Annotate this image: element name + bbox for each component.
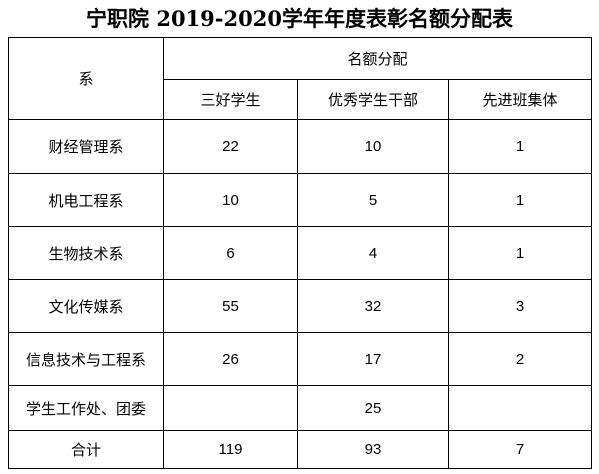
advanced-class-cell: 3 bbox=[447, 279, 593, 333]
total-merit-student-cell: 119 bbox=[163, 430, 298, 469]
total-advanced-class-cell: 7 bbox=[447, 430, 593, 469]
merit-student-cell: 55 bbox=[163, 279, 298, 333]
outstanding-cadre-cell: 4 bbox=[297, 226, 449, 280]
table-row: 学生工作处、团委 25 bbox=[8, 385, 593, 431]
merit-student-cell: 22 bbox=[163, 119, 298, 174]
table-row: 机电工程系 10 5 1 bbox=[8, 173, 593, 227]
outstanding-cadre-cell: 25 bbox=[297, 385, 449, 431]
header-row-group: 系 名额分配 bbox=[8, 37, 593, 120]
merit-student-cell: 6 bbox=[163, 226, 298, 280]
advanced-class-cell: 1 bbox=[447, 119, 593, 174]
table-row: 信息技术与工程系 26 17 2 bbox=[8, 332, 593, 386]
advanced-class-cell: 1 bbox=[447, 173, 593, 227]
dept-header: 系 bbox=[8, 37, 164, 120]
merit-student-cell: 26 bbox=[163, 332, 298, 386]
dept-cell: 信息技术与工程系 bbox=[8, 332, 164, 386]
total-row: 合计 119 93 7 bbox=[8, 430, 593, 469]
dept-cell: 机电工程系 bbox=[8, 173, 164, 227]
table-row: 财经管理系 22 10 1 bbox=[8, 119, 593, 174]
outstanding-cadre-cell: 10 bbox=[297, 119, 449, 174]
outstanding-cadre-cell: 17 bbox=[297, 332, 449, 386]
advanced-class-cell: 2 bbox=[447, 332, 593, 386]
page-title: 宁职院 2019-2020学年年度表彰名额分配表 bbox=[86, 6, 513, 31]
total-label-cell: 合计 bbox=[8, 430, 164, 469]
total-outstanding-cadre-cell: 93 bbox=[297, 430, 449, 469]
dept-cell: 文化传媒系 bbox=[8, 279, 164, 333]
merit-student-cell bbox=[163, 385, 298, 431]
allocation-group-header: 名额分配 bbox=[162, 37, 593, 80]
header-row-columns: 三好学生 优秀学生干部 先进班集体 bbox=[9, 79, 593, 120]
advanced-class-cell: 1 bbox=[447, 226, 593, 280]
dept-cell: 学生工作处、团委 bbox=[8, 385, 164, 431]
dept-cell: 生物技术系 bbox=[8, 226, 164, 280]
outstanding-cadre-cell: 5 bbox=[297, 173, 449, 227]
advanced-class-cell bbox=[447, 385, 593, 431]
dept-cell: 财经管理系 bbox=[8, 119, 164, 174]
col-header-advanced-class: 先进班集体 bbox=[447, 79, 593, 120]
merit-student-cell: 10 bbox=[163, 173, 298, 227]
outstanding-cadre-cell: 32 bbox=[297, 279, 449, 333]
table-row: 文化传媒系 55 32 3 bbox=[8, 279, 593, 333]
allocation-table: 系 名额分配 三好学生 优秀学生干部 先进班集体 财经管理系 22 10 1 机… bbox=[8, 37, 593, 469]
col-header-merit-student: 三好学生 bbox=[163, 79, 298, 120]
col-header-outstanding-cadre: 优秀学生干部 bbox=[297, 79, 449, 120]
table-row: 生物技术系 6 4 1 bbox=[8, 226, 593, 280]
